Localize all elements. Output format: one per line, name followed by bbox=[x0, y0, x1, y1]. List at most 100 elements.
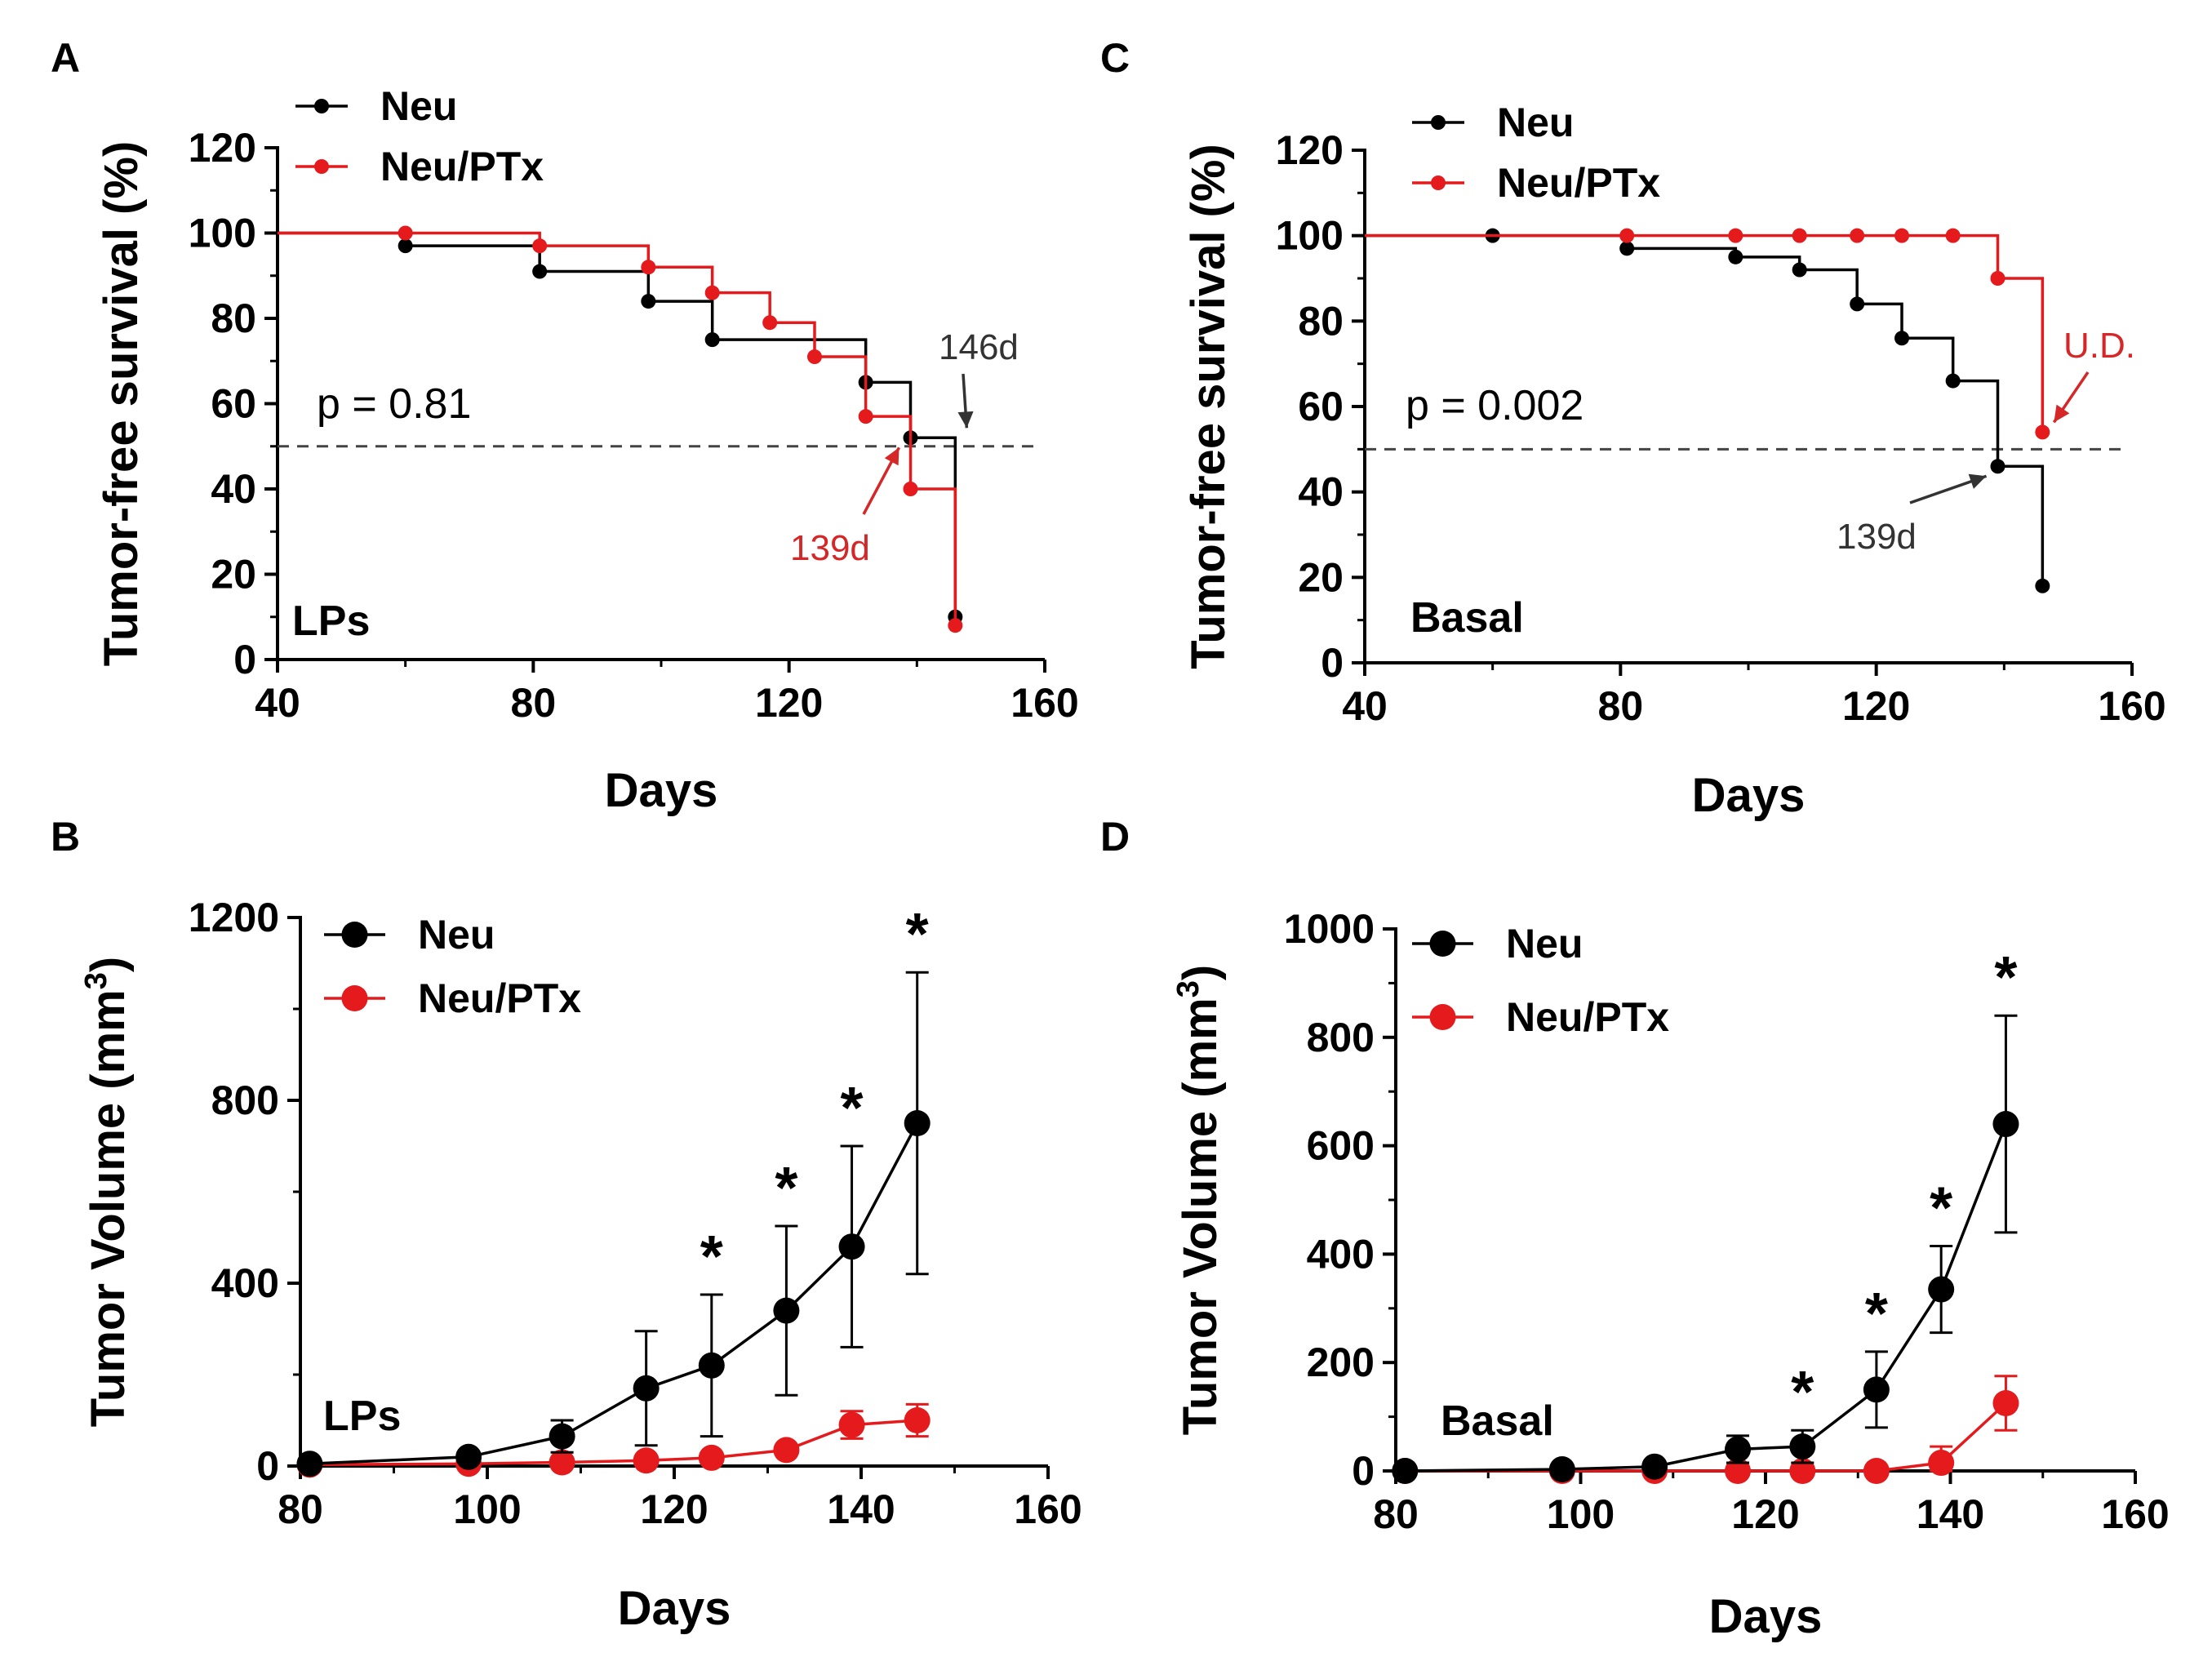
panel-d: D 0 200 400 600 800 1000 80 100 120 140 160 * * * * D… bbox=[1100, 814, 2170, 1643]
ticks-b: 0 400 800 1200 80 100 120 140 160 bbox=[189, 895, 1082, 1532]
data-point-neu-ptx bbox=[1789, 1458, 1816, 1484]
x-tick-label: 100 bbox=[453, 1486, 521, 1532]
y-tick-label: 800 bbox=[1307, 1015, 1375, 1060]
x-tick-label: 140 bbox=[1917, 1491, 1984, 1537]
plot-b bbox=[296, 971, 931, 1478]
ticks-d: 0 200 400 600 800 1000 80 100 120 140 160 bbox=[1284, 906, 2170, 1537]
y-tick-label: 120 bbox=[1276, 127, 1344, 173]
y-tick-label: 0 bbox=[1321, 640, 1344, 686]
legend-b: Neu Neu/PTx bbox=[324, 912, 581, 1021]
x-tick-label: 120 bbox=[640, 1486, 708, 1532]
legend-entry-neu-ptx: Neu/PTx bbox=[295, 144, 544, 189]
data-point-neu bbox=[633, 1375, 660, 1402]
significance-markers-b: * * * * bbox=[700, 902, 929, 1290]
arrow-head bbox=[2054, 404, 2070, 423]
y-axis-title-close-d: ) bbox=[1174, 965, 1227, 980]
y-axis-title-c: Tumor-free survival (%) bbox=[1182, 144, 1235, 669]
censor-point-neu-ptx bbox=[1850, 228, 1865, 243]
arrow-head bbox=[884, 447, 899, 466]
legend-label-neu: Neu bbox=[380, 83, 457, 129]
censor-point-neu-ptx bbox=[948, 618, 963, 633]
data-point-neu bbox=[1392, 1458, 1419, 1484]
x-tick-label: 100 bbox=[1547, 1491, 1615, 1537]
p-value-a: p = 0.81 bbox=[317, 380, 471, 428]
data-point-neu bbox=[904, 1110, 931, 1136]
legend-label-neu-ptx: Neu/PTx bbox=[418, 975, 581, 1021]
data-point-neu bbox=[698, 1352, 725, 1379]
y-tick-label: 60 bbox=[1298, 384, 1344, 429]
data-point-neu bbox=[1548, 1456, 1575, 1483]
panel-letter-b: B bbox=[51, 814, 80, 860]
significance-asterisk: * bbox=[1994, 945, 2017, 1011]
plot-d bbox=[1392, 1014, 2019, 1484]
data-point-neu-ptx bbox=[633, 1447, 660, 1474]
y-axis-title-superscript-d: 3 bbox=[1171, 980, 1206, 997]
plot-c bbox=[1365, 228, 2050, 593]
data-point-neu-ptx bbox=[1863, 1458, 1890, 1484]
legend-marker-neu-ptx bbox=[1429, 1004, 1456, 1030]
data-point-neu bbox=[1725, 1436, 1752, 1463]
y-tick-label: 0 bbox=[256, 1443, 279, 1489]
significance-asterisk: * bbox=[1930, 1175, 1952, 1241]
x-tick-label: 80 bbox=[511, 680, 557, 726]
annotation-139d-a: 139d bbox=[790, 447, 901, 568]
legend-entry-neu-ptx: Neu/PTx bbox=[1412, 160, 1660, 206]
x-tick-label: 120 bbox=[1842, 683, 1910, 729]
y-tick-label: 80 bbox=[1298, 298, 1344, 344]
significance-asterisk: * bbox=[1791, 1360, 1814, 1425]
group-label-c: Basal bbox=[1410, 594, 1524, 642]
data-point-neu-ptx bbox=[549, 1449, 575, 1476]
annotation-label-146d: 146d bbox=[939, 327, 1019, 367]
censor-point-neu bbox=[1990, 459, 2005, 474]
y-tick-label: 20 bbox=[211, 552, 256, 598]
x-tick-label: 120 bbox=[755, 680, 823, 726]
data-point-neu-ptx bbox=[773, 1437, 800, 1464]
censor-point-neu-ptx bbox=[858, 409, 873, 424]
legend-entry-neu-ptx: Neu/PTx bbox=[324, 975, 581, 1021]
censor-point-neu bbox=[704, 332, 720, 348]
y-tick-label: 1000 bbox=[1284, 906, 1375, 952]
arrow-head bbox=[957, 411, 974, 429]
x-axis-title-c: Days bbox=[1692, 769, 1806, 822]
legend-entry-neu: Neu bbox=[295, 83, 457, 129]
legend-entry-neu: Neu bbox=[1412, 100, 1574, 145]
legend-label-neu: Neu bbox=[1497, 100, 1574, 145]
data-point-neu-ptx bbox=[838, 1411, 865, 1438]
censor-point-neu-ptx bbox=[1894, 228, 1909, 243]
legend-d: Neu Neu/PTx bbox=[1412, 921, 1669, 1040]
y-axis-title-close-b: ) bbox=[82, 957, 135, 972]
censor-point-neu bbox=[1728, 249, 1743, 264]
legend-label-neu: Neu bbox=[1506, 921, 1583, 966]
significance-asterisk: * bbox=[906, 902, 929, 967]
censor-point-neu bbox=[398, 238, 413, 254]
axes-b bbox=[299, 916, 1048, 1468]
censor-point-neu-ptx bbox=[641, 260, 656, 275]
series-line-neu bbox=[1405, 1123, 2008, 1473]
y-axis-title-a: Tumor-free survival (%) bbox=[95, 141, 148, 667]
censor-point-neu bbox=[1619, 241, 1635, 256]
legend-label-neu-ptx: Neu/PTx bbox=[1497, 160, 1660, 206]
y-tick-label: 800 bbox=[211, 1077, 279, 1123]
censor-point-neu-ptx bbox=[704, 285, 720, 300]
censor-point-neu-ptx bbox=[532, 238, 548, 254]
annotation-146d: 146d bbox=[939, 327, 1019, 429]
legend-entry-neu-ptx: Neu/PTx bbox=[1412, 994, 1669, 1040]
censor-point-neu bbox=[2035, 578, 2050, 593]
data-point-neu bbox=[1641, 1453, 1668, 1480]
x-axis-title-a: Days bbox=[605, 764, 718, 817]
y-tick-label: 1200 bbox=[189, 895, 279, 940]
data-point-neu-ptx bbox=[698, 1444, 725, 1471]
plot-a bbox=[278, 225, 963, 633]
group-label-a: LPs bbox=[292, 598, 370, 645]
data-point-neu-ptx bbox=[1992, 1390, 2019, 1416]
x-tick-label: 80 bbox=[1598, 683, 1644, 729]
legend-marker-neu bbox=[1431, 115, 1446, 130]
y-axis-title-superscript-b: 3 bbox=[79, 972, 113, 989]
x-tick-label: 160 bbox=[2098, 683, 2165, 729]
legend-entry-neu: Neu bbox=[1412, 921, 1583, 966]
censor-point-neu bbox=[1894, 331, 1909, 346]
y-tick-label: 40 bbox=[211, 466, 256, 512]
y-tick-label: 120 bbox=[189, 125, 256, 171]
data-point-neu bbox=[1789, 1433, 1816, 1460]
